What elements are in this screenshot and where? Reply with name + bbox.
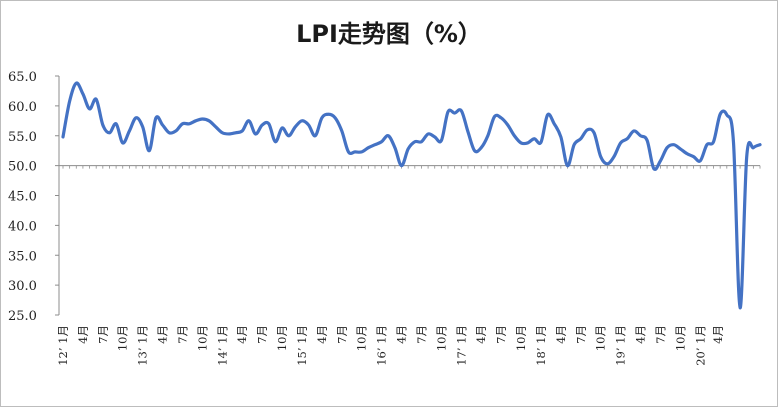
- x-tick-label: 14’ 1月: [215, 325, 229, 366]
- x-tick-label: 10月: [434, 325, 448, 351]
- x-tick-label: 17’ 1月: [454, 325, 468, 366]
- x-tick-label: 4月: [395, 325, 409, 344]
- x-tick-label: 12’ 1月: [56, 325, 70, 366]
- x-tick-label: 15’ 1月: [295, 325, 309, 366]
- lpi-series-line: [61, 81, 762, 310]
- x-tick-label: 7月: [255, 325, 269, 344]
- y-axis: 25.0 30.0 35.0 40.0 45.0 50.0 55.0 60.0 65.0: [8, 70, 60, 324]
- x-tick-label: 10月: [275, 325, 289, 351]
- x-tick-label: 20’ 1月: [693, 325, 707, 366]
- x-tick-label: 4月: [474, 325, 488, 344]
- x-tick-label: 19’ 1月: [614, 325, 628, 366]
- x-tick-label: 4月: [315, 325, 329, 344]
- x-tick-label: 7月: [96, 325, 110, 344]
- x-tick-label: 4月: [76, 325, 90, 344]
- x-tick-label: 4月: [235, 325, 249, 344]
- y-tick-label: 30.0: [8, 279, 37, 294]
- x-tick-label: 10月: [673, 325, 687, 351]
- y-tick-label: 50.0: [8, 160, 37, 175]
- x-tick-label: 7月: [175, 325, 189, 344]
- x-tick-label: 7月: [653, 325, 667, 344]
- x-tick-label: 10月: [514, 325, 528, 351]
- x-tick-label: 10月: [594, 325, 608, 351]
- x-tick-label: 4月: [554, 325, 568, 344]
- x-tick-label: 7月: [335, 325, 349, 344]
- chart-title: LPI走势图（%）: [296, 20, 482, 48]
- y-tick-label: 65.0: [8, 70, 37, 85]
- x-tick-label: 16’ 1月: [375, 325, 389, 366]
- series-layer: [61, 81, 762, 310]
- x-tick-label: 18’ 1月: [534, 325, 548, 366]
- y-tick-label: 35.0: [8, 249, 37, 264]
- x-tick-label: 10月: [195, 325, 209, 351]
- x-axis: 12’ 1月 4月 7月 10月 13’ 1月 4月 7月 10月 14’ 1月 4月 7月 10月 1…: [56, 325, 725, 366]
- y-tick-label: 40.0: [8, 219, 37, 234]
- x-tick-label: 4月: [634, 325, 648, 344]
- y-tick-label: 60.0: [8, 100, 37, 115]
- x-tick-label: 7月: [414, 325, 428, 344]
- x-tick-label: 4月: [156, 325, 170, 344]
- x-tick-label: 13’ 1月: [136, 325, 150, 366]
- x-tick-label: 7月: [574, 325, 588, 344]
- y-tick-label: 25.0: [8, 309, 37, 324]
- x-tick-label: 4月: [711, 325, 725, 344]
- y-tick-label: 55.0: [8, 130, 37, 145]
- x-tick-label: 10月: [116, 325, 130, 351]
- x-tick-label: 10月: [355, 325, 369, 351]
- y-tick-label: 45.0: [8, 190, 37, 205]
- x-tick-label: 7月: [494, 325, 508, 344]
